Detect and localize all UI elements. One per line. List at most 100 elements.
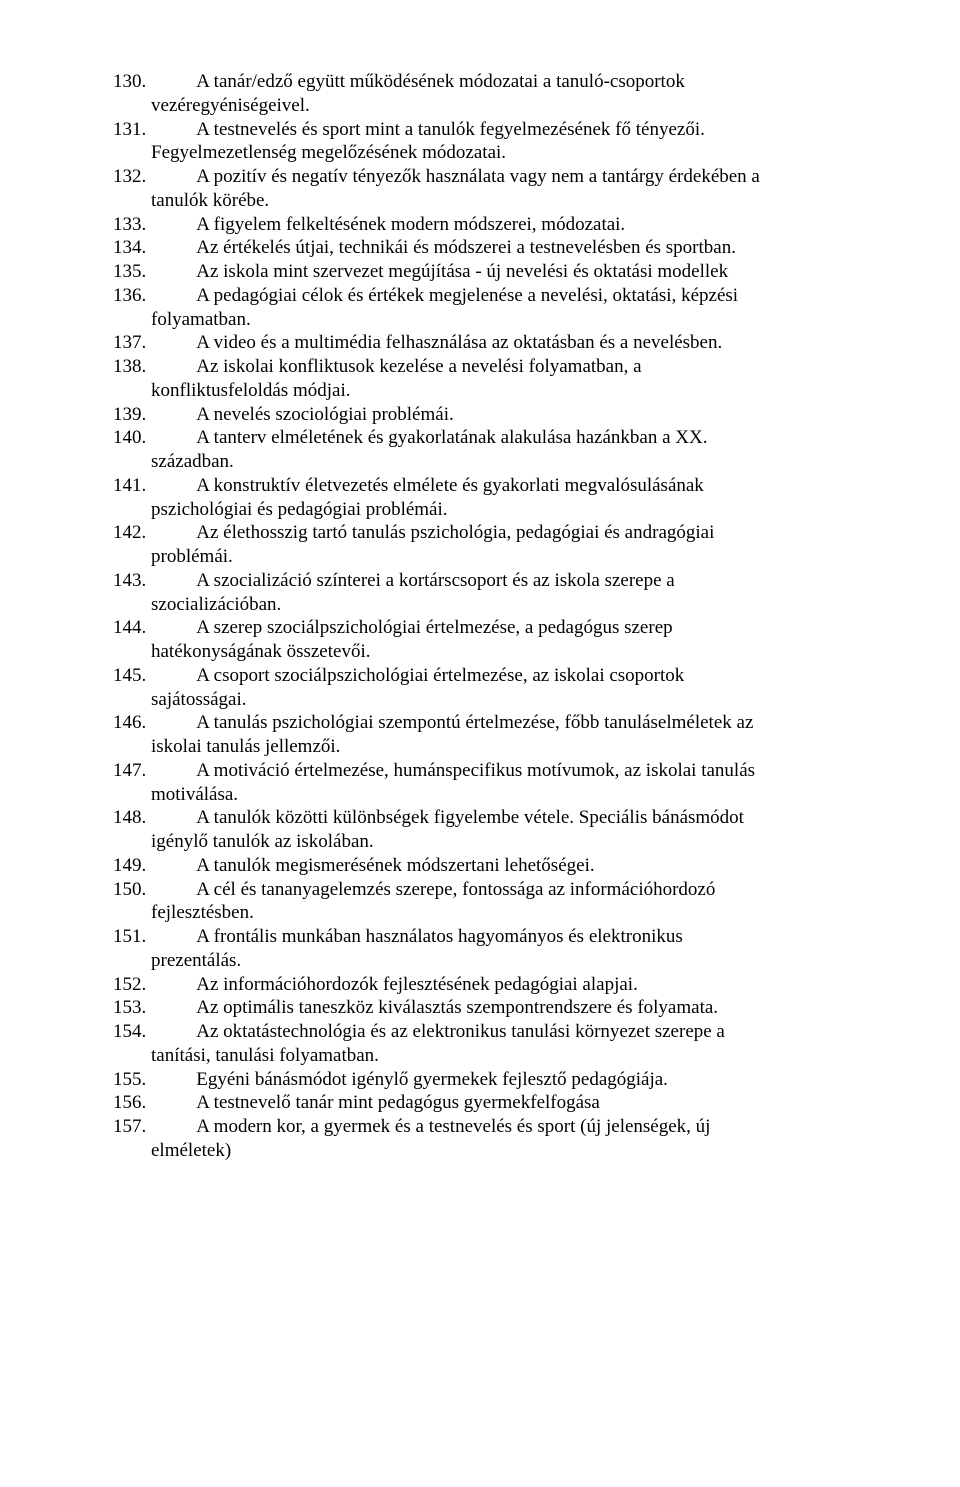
list-item: 155. Egyéni bánásmódot igénylő gyermekek… (113, 1068, 888, 1092)
item-number: 155. (113, 1068, 163, 1092)
list-item: 156. A testnevelő tanár mint pedagógus g… (113, 1091, 888, 1115)
item-text: Az optimális taneszköz kiválasztás szemp… (196, 997, 718, 1018)
list-item: 140. A tanterv elméletének és gyakorlatá… (113, 426, 888, 450)
item-continuation: folyamatban. (113, 308, 888, 332)
item-text: A modern kor, a gyermek és a testnevelés… (196, 1116, 710, 1137)
item-text: A csoport szociálpszichológiai értelmezé… (196, 665, 684, 686)
item-text: A tanterv elméletének és gyakorlatának a… (196, 427, 707, 448)
item-number: 141. (113, 474, 163, 498)
list-item: 137. A video és a multimédia felhasználá… (113, 331, 888, 355)
list-item: 148. A tanulók közötti különbségek figye… (113, 806, 888, 830)
item-text: Az oktatástechnológia és az elektronikus… (196, 1021, 725, 1042)
item-continuation: pszichológiai és pedagógiai problémái. (113, 498, 888, 522)
item-continuation: szocializációban. (113, 593, 888, 617)
item-text: A pozitív és negatív tényezők használata… (196, 166, 760, 187)
list-item: 139. A nevelés szociológiai problémái. (113, 403, 888, 427)
item-text: A pedagógiai célok és értékek megjelenés… (196, 285, 738, 306)
item-number: 151. (113, 925, 163, 949)
list-item: 152. Az információhordozók fejlesztéséne… (113, 973, 888, 997)
item-number: 139. (113, 403, 163, 427)
item-number: 153. (113, 996, 163, 1020)
item-continuation: tanulók körébe. (113, 189, 888, 213)
list-item: 130. A tanár/edző együtt működésének mód… (113, 70, 888, 94)
item-number: 137. (113, 331, 163, 355)
item-text: Az információhordozók fejlesztésének ped… (196, 974, 638, 995)
list-item: 151. A frontális munkában használatos ha… (113, 925, 888, 949)
item-text: A frontális munkában használatos hagyomá… (196, 926, 683, 947)
item-number: 138. (113, 355, 163, 379)
item-text: A testnevelő tanár mint pedagógus gyerme… (196, 1092, 600, 1113)
list-item: 138. Az iskolai konfliktusok kezelése a … (113, 355, 888, 379)
list-item: 141. A konstruktív életvezetés elmélete … (113, 474, 888, 498)
item-number: 147. (113, 759, 163, 783)
item-number: 142. (113, 521, 163, 545)
item-number: 156. (113, 1091, 163, 1115)
list-item: 134. Az értékelés útjai, technikái és mó… (113, 236, 888, 260)
item-text: Egyéni bánásmódot igénylő gyermekek fejl… (196, 1069, 668, 1090)
list-item: 136. A pedagógiai célok és értékek megje… (113, 284, 888, 308)
list-item: 149. A tanulók megismerésének módszertan… (113, 854, 888, 878)
list-item: 147. A motiváció értelmezése, humánspeci… (113, 759, 888, 783)
item-number: 136. (113, 284, 163, 308)
item-continuation: elméletek) (113, 1139, 888, 1163)
item-text: A tanulók közötti különbségek figyelembe… (196, 807, 744, 828)
item-continuation: hatékonyságának összetevői. (113, 640, 888, 664)
list-item: 143. A szocializáció színterei a kortárs… (113, 569, 888, 593)
item-text: A tanulók megismerésének módszertani leh… (196, 855, 594, 876)
item-continuation: században. (113, 450, 888, 474)
item-number: 146. (113, 711, 163, 735)
list-item: 154. Az oktatástechnológia és az elektro… (113, 1020, 888, 1044)
item-text: Az iskolai konfliktusok kezelése a nevel… (196, 356, 641, 377)
list-item: 153. Az optimális taneszköz kiválasztás … (113, 996, 888, 1020)
list-item: 144. A szerep szociálpszichológiai értel… (113, 616, 888, 640)
item-text: A konstruktív életvezetés elmélete és gy… (196, 475, 704, 496)
item-text: A tanár/edző együtt működésének módozata… (196, 71, 685, 92)
list-item: 135. Az iskola mint szervezet megújítása… (113, 260, 888, 284)
item-continuation: iskolai tanulás jellemzői. (113, 735, 888, 759)
list-item: 150. A cél és tananyagelemzés szerepe, f… (113, 878, 888, 902)
item-number: 157. (113, 1115, 163, 1139)
item-number: 140. (113, 426, 163, 450)
item-text: A video és a multimédia felhasználása az… (196, 332, 722, 353)
item-text: A tanulás pszichológiai szempontú értelm… (196, 712, 753, 733)
item-continuation: problémái. (113, 545, 888, 569)
item-text: A szerep szociálpszichológiai értelmezés… (196, 617, 672, 638)
numbered-list: 130. A tanár/edző együtt működésének mód… (113, 70, 888, 1163)
item-number: 143. (113, 569, 163, 593)
list-item: 145. A csoport szociálpszichológiai érte… (113, 664, 888, 688)
item-text: A testnevelés és sport mint a tanulók fe… (196, 119, 705, 140)
item-continuation: motiválása. (113, 783, 888, 807)
item-continuation: igénylő tanulók az iskolában. (113, 830, 888, 854)
item-text: A figyelem felkeltésének modern módszere… (196, 214, 625, 235)
item-number: 154. (113, 1020, 163, 1044)
item-continuation: Fegyelmezetlenség megelőzésének módozata… (113, 141, 888, 165)
item-continuation: fejlesztésben. (113, 901, 888, 925)
item-continuation: tanítási, tanulási folyamatban. (113, 1044, 888, 1068)
item-number: 145. (113, 664, 163, 688)
item-continuation: prezentálás. (113, 949, 888, 973)
item-text: Az értékelés útjai, technikái és módszer… (196, 237, 736, 258)
item-number: 133. (113, 213, 163, 237)
item-text: A cél és tananyagelemzés szerepe, fontos… (196, 879, 715, 900)
item-text: A nevelés szociológiai problémái. (196, 404, 453, 425)
item-continuation: sajátosságai. (113, 688, 888, 712)
list-item: 132. A pozitív és negatív tényezők haszn… (113, 165, 888, 189)
item-number: 132. (113, 165, 163, 189)
item-number: 149. (113, 854, 163, 878)
item-number: 144. (113, 616, 163, 640)
item-text: Az élethosszig tartó tanulás pszichológi… (196, 522, 714, 543)
list-item: 131. A testnevelés és sport mint a tanul… (113, 118, 888, 142)
list-item: 142. Az élethosszig tartó tanulás pszich… (113, 521, 888, 545)
item-number: 130. (113, 70, 163, 94)
list-item: 146. A tanulás pszichológiai szempontú é… (113, 711, 888, 735)
item-number: 135. (113, 260, 163, 284)
item-number: 131. (113, 118, 163, 142)
item-number: 152. (113, 973, 163, 997)
item-number: 150. (113, 878, 163, 902)
list-item: 133. A figyelem felkeltésének modern mód… (113, 213, 888, 237)
item-text: A szocializáció színterei a kortárscsopo… (196, 570, 674, 591)
item-text: Az iskola mint szervezet megújítása - új… (196, 261, 728, 282)
item-text: A motiváció értelmezése, humánspecifikus… (196, 760, 755, 781)
item-number: 148. (113, 806, 163, 830)
item-continuation: konfliktusfeloldás módjai. (113, 379, 888, 403)
